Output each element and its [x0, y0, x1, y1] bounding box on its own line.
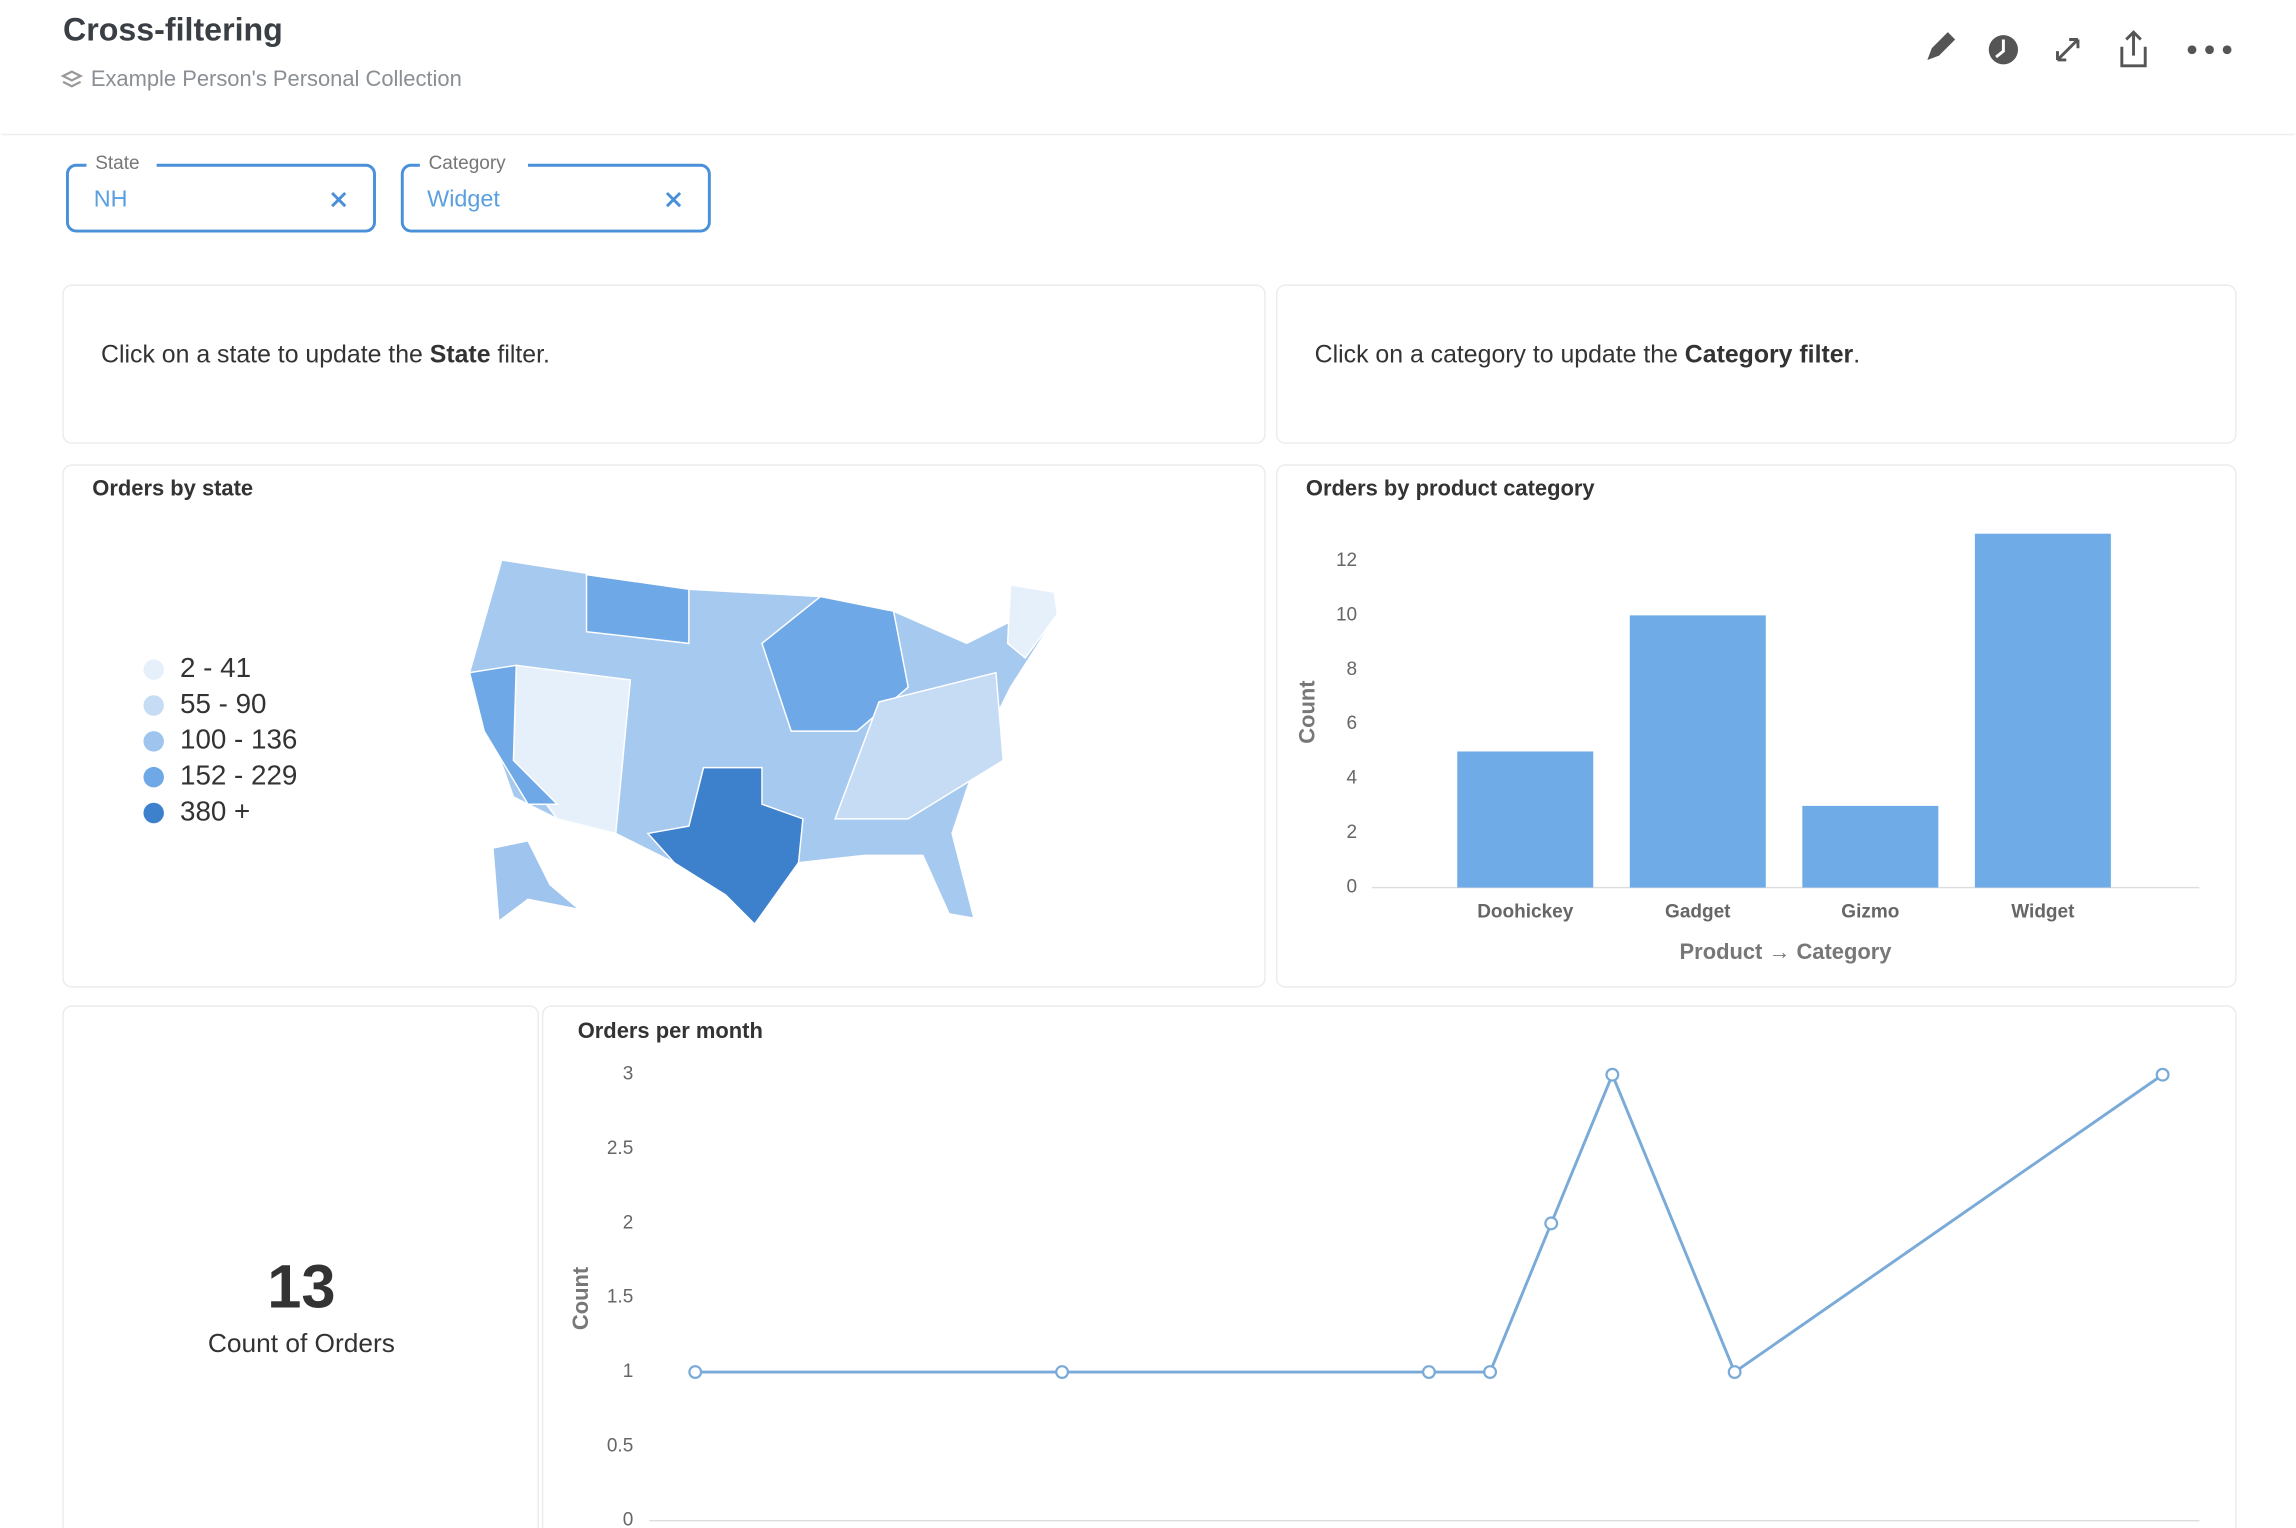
filter-label: State [95, 153, 139, 174]
filter-widget[interactable]: Category Widget [400, 152, 711, 233]
filter-value: NH [94, 185, 128, 211]
y-tick-label: 0 [623, 1510, 634, 1528]
text: filter. [491, 341, 550, 368]
data-point [1544, 1216, 1559, 1231]
y-axis-title: Count [568, 1266, 593, 1330]
data-point [2155, 1067, 2170, 1082]
us-map[interactable] [468, 559, 1059, 926]
line-card [541, 1005, 2237, 1528]
state-region[interactable] [646, 766, 804, 926]
text-card-content: Click on a category to update the Catego… [1315, 341, 1860, 368]
legend-label: 55 - 90 [180, 688, 266, 719]
label-bg [419, 152, 529, 176]
y-tick-label: 8 [1347, 659, 1358, 680]
legend-label: 2 - 41 [180, 652, 251, 683]
number-card [62, 1005, 539, 1528]
y-tick-label: 1 [623, 1361, 634, 1382]
toolbar [1927, 30, 2232, 68]
text-card [62, 284, 1266, 444]
legend-label: 152 - 229 [180, 760, 297, 791]
y-tick-label: 1.5 [607, 1287, 633, 1308]
data-point [1727, 1365, 1742, 1379]
bar [1802, 805, 1939, 888]
y-axis-title: Count [1295, 680, 1320, 744]
text-card [1275, 284, 2237, 444]
y-tick-label: 6 [1347, 713, 1358, 734]
state-region[interactable] [1006, 584, 1059, 660]
fullscreen-icon[interactable] [2056, 38, 2080, 62]
more-dot[interactable] [2222, 45, 2232, 55]
filter-widget[interactable]: State NH [65, 152, 376, 233]
more-dot[interactable] [2187, 45, 2197, 55]
legend-label: 100 - 136 [180, 724, 297, 755]
data-point [688, 1365, 703, 1379]
history-hand [1995, 39, 2005, 59]
state-region[interactable] [834, 671, 1005, 820]
y-tick-label: 0 [1347, 877, 1358, 898]
legend-swatch [143, 731, 164, 752]
state-region[interactable] [492, 839, 582, 923]
y-tick-label: 0.5 [607, 1435, 633, 1456]
filter-value: Widget [427, 185, 500, 211]
chart-title: Orders per month [578, 1018, 763, 1043]
y-tick-label: 2 [623, 1212, 634, 1233]
dashboard-title: Cross-filtering [63, 12, 283, 48]
chart-title: Orders by product category [1306, 476, 1596, 501]
label-bg [86, 152, 157, 176]
scalar-label: Count of Orders [208, 1328, 395, 1358]
filter-box[interactable] [400, 163, 711, 233]
legend-swatch [143, 766, 164, 788]
bar [1974, 533, 2111, 888]
text: Click on a state to update the [101, 341, 430, 368]
legend-swatch [143, 802, 164, 824]
more-dot[interactable] [2205, 45, 2214, 55]
y-tick-label: 2 [1347, 822, 1358, 843]
scalar-value: 13 [267, 1252, 335, 1321]
data-point [1483, 1365, 1498, 1379]
text-card-content: Click on a state to update the State fil… [101, 341, 550, 368]
x-axis-title: Product → Category [1680, 939, 1893, 964]
data-point [1421, 1365, 1436, 1379]
legend-swatch [143, 659, 164, 680]
x-tick-label: Doohickey [1477, 901, 1574, 922]
x-tick-label: Widget [2011, 901, 2075, 922]
y-tick-label: 10 [1336, 604, 1357, 625]
state-region[interactable] [761, 595, 909, 732]
state-region[interactable] [585, 573, 690, 645]
bar [1457, 751, 1594, 888]
legend-label: 380 + [180, 795, 250, 826]
line-series [695, 1070, 2164, 1375]
legend-swatch [143, 695, 164, 716]
text: Click on a category to update the [1315, 341, 1685, 368]
y-tick-label: 2.5 [607, 1138, 633, 1159]
state-region[interactable] [468, 664, 560, 805]
clear-filter[interactable] [331, 191, 347, 208]
text-bold: Category filter [1685, 341, 1854, 368]
data-point [1605, 1067, 1620, 1082]
filter-label: Category [429, 153, 507, 174]
chart-title: Orders by state [92, 476, 253, 501]
y-tick-label: 3 [623, 1064, 634, 1085]
collection-link[interactable]: Example Person's Personal Collection [91, 66, 462, 91]
y-tick-label: 12 [1336, 550, 1357, 571]
x-tick-label: Gizmo [1841, 901, 1899, 922]
x-tick-label: Gadget [1665, 901, 1731, 922]
bar [1629, 615, 1766, 888]
y-tick-label: 4 [1347, 768, 1358, 789]
text-bold: State [430, 341, 491, 368]
clear-filter[interactable] [665, 191, 682, 208]
share-icon[interactable] [2120, 30, 2147, 68]
edit-icon[interactable] [1927, 32, 1956, 60]
filter-box[interactable] [65, 163, 376, 233]
text: . [1853, 341, 1860, 368]
data-point [1055, 1365, 1070, 1379]
collection-icon [60, 70, 84, 88]
